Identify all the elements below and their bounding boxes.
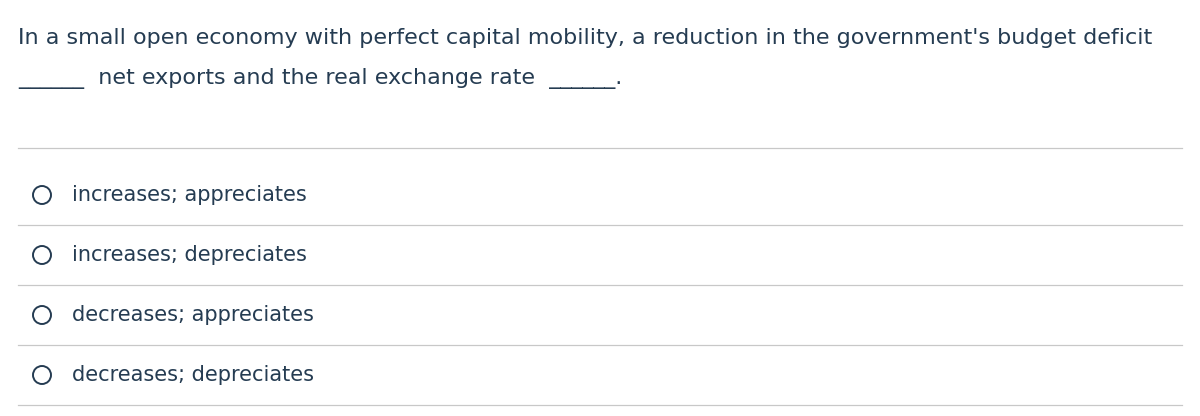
Text: increases; appreciates: increases; appreciates bbox=[72, 185, 307, 205]
Text: decreases; depreciates: decreases; depreciates bbox=[72, 365, 314, 385]
Text: In a small open economy with perfect capital mobility, a reduction in the govern: In a small open economy with perfect cap… bbox=[18, 28, 1152, 48]
Text: increases; depreciates: increases; depreciates bbox=[72, 245, 307, 265]
Text: ______  net exports and the real exchange rate  ______.: ______ net exports and the real exchange… bbox=[18, 68, 623, 89]
Text: decreases; appreciates: decreases; appreciates bbox=[72, 305, 314, 325]
